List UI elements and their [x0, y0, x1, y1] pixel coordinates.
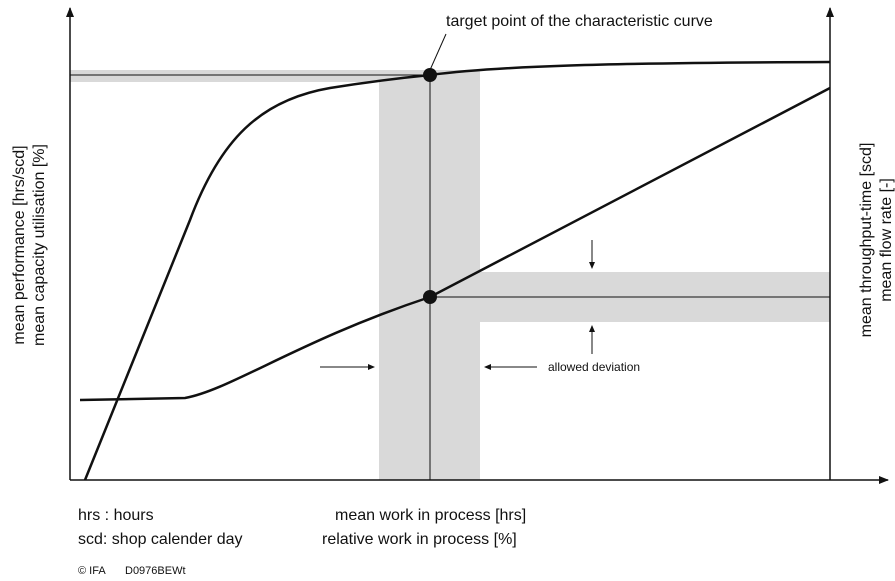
target-label: target point of the characteristic curve: [446, 13, 713, 30]
x-axis-label: mean work in process [hrs]: [335, 507, 526, 524]
throughput-point: [423, 290, 437, 304]
legend-entry: scd: shop calender day: [78, 531, 243, 548]
footer-code: D0976BEWt: [125, 565, 186, 577]
left-axis-label: mean capacity utilisation [%]: [31, 144, 48, 346]
throughput-curve: [79, 86, 831, 402]
footer-copyright: © IFA: [78, 565, 106, 577]
right-axis-label: mean throughput-time [scd]: [858, 143, 875, 338]
left-axis-label: mean performance [hrs/scd]: [11, 145, 28, 344]
leader-line: [429, 33, 447, 71]
target-point: [423, 68, 437, 82]
deviation-label: allowed deviation: [548, 360, 640, 374]
band-top: [70, 70, 430, 82]
x-axis-label: relative work in process [%]: [322, 531, 517, 548]
right-axis-label: mean flow rate [-]: [878, 178, 895, 302]
legend-entry: hrs : hours: [78, 507, 154, 524]
performance-curve: [83, 60, 831, 481]
